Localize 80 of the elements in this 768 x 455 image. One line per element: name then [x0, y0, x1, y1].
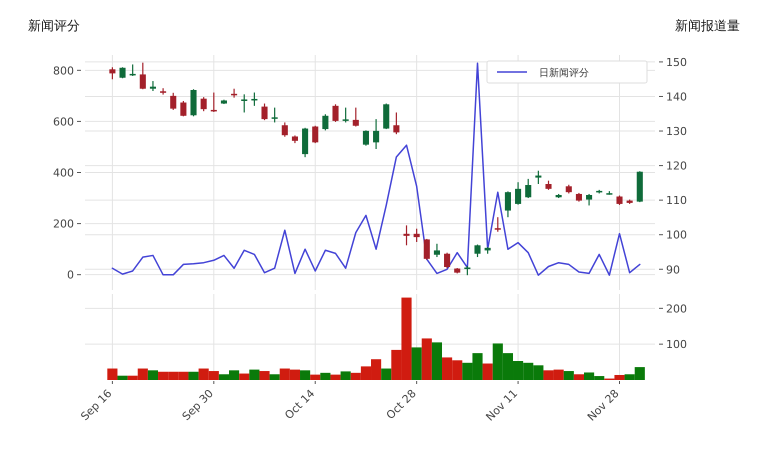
candlestick — [140, 62, 146, 90]
candlestick — [210, 92, 217, 113]
y2-tick-label: 150 — [666, 56, 687, 69]
candlestick — [525, 178, 532, 199]
candlestick — [200, 96, 207, 112]
bar — [574, 374, 584, 380]
candlestick — [130, 64, 136, 77]
bar — [117, 376, 128, 380]
bar — [249, 370, 260, 380]
candlestick — [444, 252, 450, 269]
x-tick-label: Nov 11 — [483, 386, 520, 424]
y2-axis-title: 新闻报道量 — [675, 19, 740, 34]
y2-tick-label: 100 — [666, 338, 687, 352]
candlestick — [504, 190, 511, 218]
candlestick — [251, 92, 258, 106]
candlestick — [170, 92, 176, 111]
bar — [422, 338, 432, 380]
candlestick — [403, 224, 410, 246]
candlestick — [434, 243, 440, 258]
bar — [188, 372, 199, 380]
candlestick — [109, 66, 116, 80]
candlestick — [373, 118, 380, 150]
candlestick — [586, 193, 592, 206]
bar — [259, 371, 270, 380]
bar — [482, 364, 493, 380]
x-tick-label: Nov 28 — [584, 386, 622, 424]
bar — [310, 374, 320, 380]
y-tick-label: 0 — [67, 268, 74, 282]
bar — [300, 370, 310, 380]
bar — [270, 374, 280, 380]
bar — [340, 371, 351, 380]
y2-tick-label: 90 — [666, 263, 680, 276]
candlestick — [515, 182, 522, 206]
y2-tick-label: 140 — [666, 90, 687, 104]
candlestick — [352, 107, 359, 128]
y2-tick-label: 120 — [666, 160, 687, 173]
candlestick — [474, 244, 481, 258]
candlestick — [393, 112, 400, 135]
candlestick — [424, 238, 430, 260]
candlestick — [241, 94, 248, 114]
bar — [330, 374, 341, 380]
bar — [564, 371, 574, 380]
candlestick — [332, 104, 339, 123]
y-tick-label: 200 — [53, 218, 74, 231]
candlestick — [272, 107, 278, 124]
y-tick-label: 600 — [53, 115, 74, 128]
bar — [107, 368, 118, 380]
y-tick-label: 400 — [53, 166, 74, 180]
y2-tick-label: 110 — [666, 194, 687, 208]
candlestick — [282, 122, 288, 138]
x-tick-label: Oct 14 — [282, 386, 318, 422]
y-tick-label: 800 — [53, 64, 74, 78]
candlestick — [545, 180, 552, 190]
candlestick — [342, 107, 349, 124]
bar — [412, 347, 422, 380]
y2-tick-label: 200 — [666, 302, 687, 316]
x-tick-label: Sep 16 — [78, 386, 115, 424]
candlestick — [261, 102, 268, 121]
x-tick-label: Oct 28 — [384, 386, 419, 422]
legend-label: 日新闻评分 — [539, 67, 589, 79]
candlestick — [464, 265, 470, 276]
x-tick-label: Sep 30 — [180, 386, 216, 424]
candlestick — [494, 216, 501, 232]
candlestick — [180, 100, 186, 117]
y2-tick-label: 100 — [666, 228, 687, 242]
candlestick — [616, 194, 623, 206]
y-axis-title: 新闻评分 — [28, 19, 80, 34]
bar — [239, 374, 250, 380]
candlestick — [535, 170, 542, 185]
bar — [381, 368, 392, 380]
candlestick — [362, 130, 369, 146]
y2-tick-label: 130 — [666, 125, 687, 138]
candlestick — [312, 125, 318, 144]
bar — [320, 372, 330, 380]
candlestick — [322, 114, 328, 131]
candlestick — [119, 66, 126, 79]
bar — [148, 370, 158, 380]
bar — [432, 342, 442, 380]
candlestick — [150, 80, 156, 92]
line-series — [112, 62, 641, 276]
